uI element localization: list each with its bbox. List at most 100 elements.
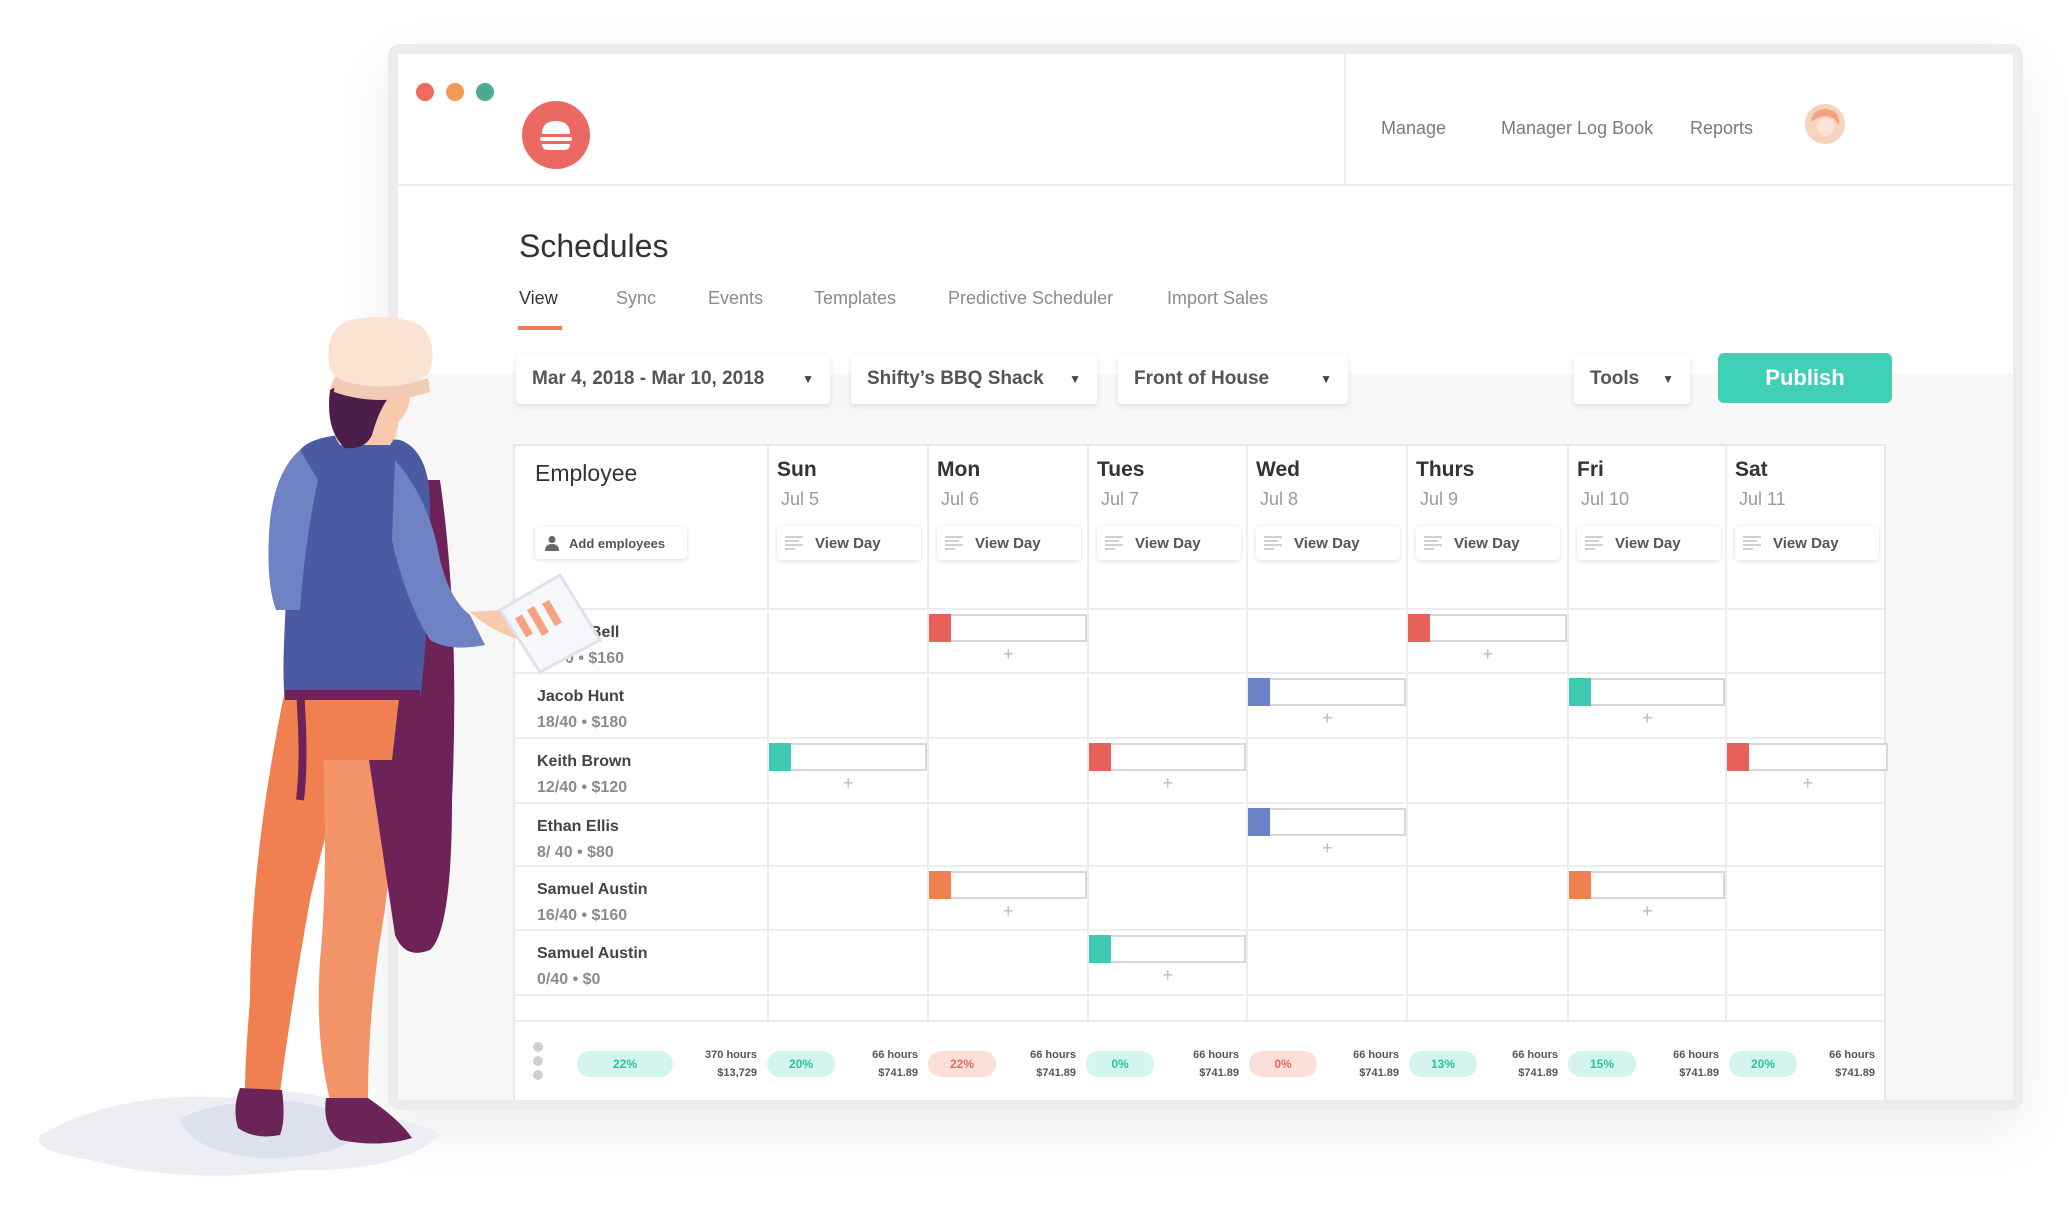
tab-predictive-scheduler[interactable]: Predictive Scheduler: [948, 288, 1114, 308]
shift-block[interactable]: [929, 871, 1087, 899]
tab-view[interactable]: View: [519, 288, 558, 308]
add-shift-plus-icon[interactable]: +: [1003, 901, 1014, 921]
shift-block[interactable]: [1569, 678, 1725, 706]
view-day-label: View Day: [1294, 534, 1360, 552]
add-shift-plus-icon[interactable]: +: [1322, 838, 1333, 858]
add-shift-plus-icon[interactable]: +: [843, 773, 854, 793]
lines-icon: [1585, 536, 1603, 550]
day-date: Jul 9: [1420, 489, 1459, 509]
publish-button[interactable]: Publish: [1718, 353, 1892, 403]
add-shift-plus-icon[interactable]: +: [1003, 644, 1014, 664]
row-divider: [515, 608, 1884, 610]
view-day-button[interactable]: View Day: [777, 526, 921, 560]
column-divider: [1725, 446, 1727, 1020]
location-dropdown[interactable]: Shifty’s BBQ Shack ▼: [851, 354, 1097, 404]
summary-percent-pill: 20%: [1729, 1051, 1797, 1077]
department-dropdown[interactable]: Front of House ▼: [1118, 354, 1348, 404]
shift-color-chip: [1089, 743, 1111, 771]
view-day-button[interactable]: View Day: [1097, 526, 1241, 560]
minimize-window-dot[interactable]: [446, 83, 464, 101]
add-shift-plus-icon[interactable]: +: [1162, 965, 1174, 985]
add-shift-plus-icon[interactable]: +: [1642, 708, 1653, 728]
view-day-label: View Day: [1135, 534, 1201, 552]
add-shift-plus-icon[interactable]: +: [1642, 901, 1653, 921]
tab-import-sales[interactable]: Import Sales: [1167, 288, 1269, 308]
maximize-window-dot[interactable]: [476, 83, 494, 101]
summary-percent-pill: 15%: [1568, 1051, 1636, 1077]
summary-cost: $13,729: [717, 1067, 757, 1079]
tab-events[interactable]: Events: [708, 288, 764, 308]
employee-hours-cost: 18/40 • $180: [537, 714, 628, 731]
view-day-button[interactable]: View Day: [1256, 526, 1400, 560]
summary-cost: $741.89: [1359, 1067, 1399, 1079]
close-window-dot[interactable]: [416, 83, 434, 101]
employee-hours-cost: 0/40 • $0: [537, 971, 601, 988]
row-divider: [515, 672, 1884, 674]
more-dot-icon[interactable]: [533, 1070, 543, 1080]
employee-name[interactable]: Samuel Austin: [537, 881, 648, 898]
employee-name[interactable]: Ethan Ellis: [537, 818, 619, 835]
day-name: Wed: [1256, 458, 1300, 481]
summary-hours: 370 hours: [705, 1049, 757, 1061]
tab-sync[interactable]: Sync: [616, 288, 657, 308]
shift-block[interactable]: [1248, 808, 1406, 836]
shift-color-chip: [929, 871, 951, 899]
add-shift-plus-icon[interactable]: +: [1162, 773, 1174, 793]
shift-block[interactable]: [769, 743, 927, 771]
day-header: Mon Jul 6 View Day: [927, 446, 1087, 610]
department-value: Front of House: [1134, 368, 1270, 389]
top-bar: Manage Manager Log Book Reports: [398, 54, 2013, 186]
shift-block[interactable]: [1569, 871, 1725, 899]
employee-hours-cost: 0 • $160: [565, 650, 624, 667]
day-date: Jul 8: [1260, 489, 1299, 509]
view-day-button[interactable]: View Day: [1735, 526, 1879, 560]
view-day-button[interactable]: View Day: [1416, 526, 1560, 560]
employee-name[interactable]: Keith Brown: [537, 753, 632, 770]
add-shift-plus-icon[interactable]: +: [1802, 773, 1814, 793]
shift-block[interactable]: [929, 614, 1087, 642]
add-shift-plus-icon[interactable]: +: [1482, 644, 1494, 664]
date-range-dropdown[interactable]: Mar 4, 2018 - Mar 10, 2018 ▼: [516, 354, 830, 404]
summary-stat: 66 hours $741.89: [1795, 1046, 1875, 1082]
tab-templates[interactable]: Templates: [814, 288, 897, 308]
shift-block[interactable]: [1089, 935, 1246, 963]
day-header: Wed Jul 8 View Day: [1246, 446, 1406, 610]
shift-block[interactable]: [1727, 743, 1888, 771]
summary-hours: 66 hours: [1673, 1049, 1719, 1061]
summary-hours: 66 hours: [1353, 1049, 1399, 1061]
employee-hours-cost: 8/ 40 • $80: [537, 844, 614, 861]
user-avatar[interactable]: [1805, 104, 1845, 144]
more-dot-icon[interactable]: [533, 1042, 543, 1052]
view-day-button[interactable]: View Day: [937, 526, 1081, 560]
page-header: [398, 186, 2013, 374]
day-name: Sat: [1735, 458, 1768, 481]
view-day-button[interactable]: View Day: [1577, 526, 1721, 560]
add-shift-plus-icon[interactable]: +: [1322, 708, 1333, 728]
day-name: Sun: [777, 458, 817, 481]
nav-manage[interactable]: Manage: [1381, 118, 1447, 138]
employee-name[interactable]: Jacob Hunt: [537, 688, 625, 705]
more-dot-icon[interactable]: [533, 1056, 543, 1066]
view-day-label: View Day: [975, 534, 1041, 552]
summary-cost: $741.89: [878, 1067, 918, 1079]
view-day-label: View Day: [1615, 534, 1681, 552]
burger-logo-icon[interactable]: [522, 101, 590, 169]
shift-block[interactable]: [1089, 743, 1246, 771]
shift-block[interactable]: [1248, 678, 1406, 706]
summary-hours: 66 hours: [872, 1049, 918, 1061]
caret-down-icon: ▼: [1069, 372, 1081, 386]
tools-dropdown[interactable]: Tools ▼: [1574, 354, 1690, 404]
column-divider: [1567, 446, 1569, 1020]
summary-hours: 66 hours: [1030, 1049, 1076, 1061]
app-window: Manage Manager Log Book Reports Schedule…: [388, 44, 2023, 1110]
employee-hours-cost: 16/40 • $160: [537, 907, 628, 924]
summary-percent-pill: 22%: [577, 1051, 673, 1077]
day-header: Tues Jul 7 View Day: [1087, 446, 1246, 610]
nav-manager-log-book[interactable]: Manager Log Book: [1501, 118, 1654, 138]
column-divider: [927, 446, 929, 1020]
employee-name[interactable]: Samuel Austin: [537, 945, 648, 962]
row-divider: [515, 994, 1884, 996]
nav-reports[interactable]: Reports: [1690, 118, 1754, 138]
shift-block[interactable]: [1408, 614, 1567, 642]
add-employees-button[interactable]: Add employees: [535, 527, 687, 559]
